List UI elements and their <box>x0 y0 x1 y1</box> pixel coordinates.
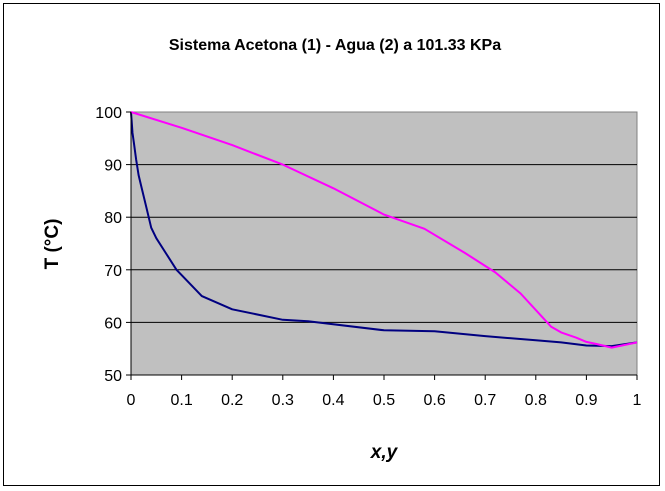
chart-title: Sistema Acetona (1) - Agua (2) a 101.33 … <box>169 37 501 54</box>
x-tick-label: 0.2 <box>221 392 243 409</box>
x-tick-label: 0.8 <box>525 392 547 409</box>
y-axis-title: T (°C) <box>42 219 63 270</box>
x-tick-label: 0.7 <box>474 392 496 409</box>
x-tick-label: 0.6 <box>423 392 445 409</box>
chart-frame: Sistema Acetona (1) - Agua (2) a 101.33 … <box>3 3 660 486</box>
y-axis-ticks: 50 60 70 80 90 100 <box>95 105 132 385</box>
series-line-liquid <box>130 111 638 348</box>
x-tick-label: 1 <box>633 392 642 409</box>
chart-svg: Sistema Acetona (1) - Agua (2) a 101.33 … <box>42 37 642 463</box>
y-tick-label: 70 <box>104 263 122 280</box>
x-tick-label: 0.3 <box>272 392 294 409</box>
gridlines <box>131 164 637 323</box>
x-tick-label: 0.5 <box>373 392 395 409</box>
series-line-vapor <box>130 111 638 349</box>
y-tick-label: 80 <box>104 210 122 227</box>
x-tick-label: 0.9 <box>575 392 597 409</box>
y-tick-label: 100 <box>95 105 122 122</box>
plot-area <box>130 111 638 376</box>
series-layer <box>130 111 638 349</box>
y-tick-label: 60 <box>104 315 122 332</box>
y-tick-label: 90 <box>104 158 122 175</box>
x-axis-ticks: 0 0.1 0.2 0.3 0.4 0.5 0.6 0.7 0.8 0.9 1 <box>127 374 642 409</box>
y-tick-label: 50 <box>104 368 122 385</box>
x-axis-title: x,y <box>370 442 399 463</box>
x-tick-label: 0.1 <box>170 392 192 409</box>
x-tick-label: 0.4 <box>322 392 344 409</box>
x-tick-label: 0 <box>127 392 136 409</box>
